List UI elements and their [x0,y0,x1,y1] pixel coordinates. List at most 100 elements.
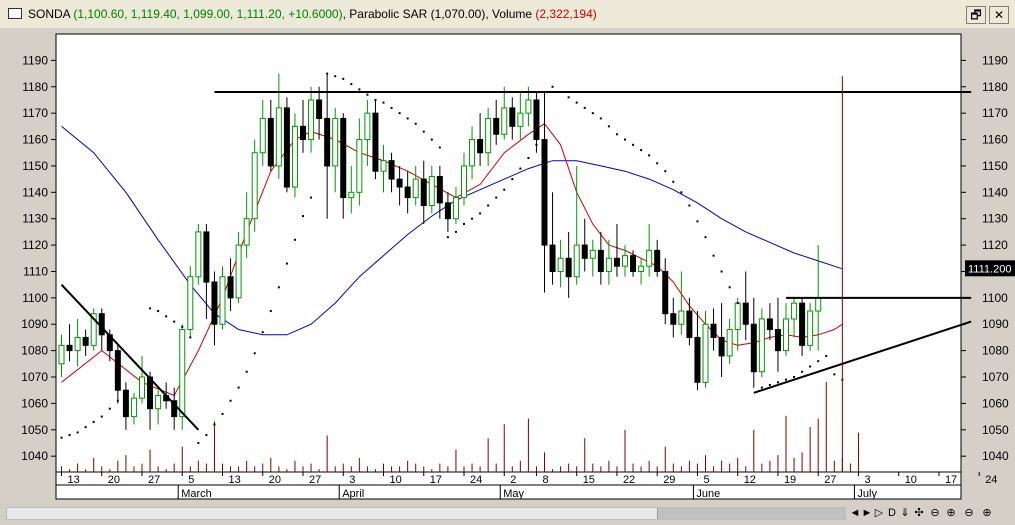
move-icon[interactable]: ✣ [914,507,924,519]
title-volume-value: (2,322,194) [535,7,597,21]
candle-body [638,265,645,272]
scroll-end-icon[interactable]: ▷ [874,507,884,519]
candle-body [396,178,403,188]
y-tick-label-left: 1140 [22,185,48,199]
y-tick-label-right: 1060 [982,396,1009,410]
candle-body [501,107,508,135]
sar-dot [809,365,812,368]
sar-dot [664,170,667,173]
restore-button[interactable]: 🗗 [966,6,986,24]
y-tick-label-right: 1080 [982,344,1009,358]
period-daily-button[interactable]: D [888,507,896,519]
sar-dot [607,125,610,128]
sar-dot [535,143,538,146]
month-label: July [857,488,877,500]
sar-dot [454,230,457,233]
candle-body [122,389,129,418]
sar-dot [615,133,618,136]
sar-dot [760,386,763,389]
sar-dot [92,420,95,423]
price-chart[interactable]: 1040 1040 1050 1050 1060 1060 1070 1070 1080 1080… [0,28,1015,503]
x-tick-label: 20 [269,474,281,486]
candle-body [573,244,580,278]
y-tick-label-right: 1130 [982,212,1008,226]
y-tick-label-left: 1050 [21,423,48,437]
sar-dot [672,180,675,183]
sar-dot [293,238,296,241]
sar-dot [833,373,836,376]
sar-dot [656,162,659,165]
zoom-in-x-icon[interactable]: ⊕ [946,507,956,519]
candle-body [203,231,210,283]
sar-dot [157,310,160,313]
sar-dot [793,376,796,379]
sar-dot [801,370,804,373]
y-tick-label-right: 1090 [982,317,1009,331]
sar-dot [406,117,409,120]
candle-body [291,125,298,188]
candle-body [509,107,516,127]
scroll-right-icon[interactable]: ► [861,507,873,519]
y-tick-label-right: 1180 [982,80,1008,94]
y-tick-label-left: 1130 [22,212,48,226]
x-tick-label: 10 [390,474,402,486]
sar-dot [471,217,474,220]
candle-body [750,323,757,373]
x-tick-label: 29 [663,474,675,486]
candle-body [783,318,789,352]
candle-body [589,249,596,259]
candle-body [147,376,154,410]
x-tick-label: 17 [430,474,442,486]
compress-icon[interactable]: ⇓ [900,507,910,519]
candle-body [283,107,290,188]
sar-dot [390,106,393,109]
x-tick-label: 13 [68,474,80,486]
scroll-left-icon[interactable]: ◄ [849,507,861,519]
candle-body [734,302,741,331]
zoom-out-x-icon[interactable]: ⊖ [930,507,940,519]
sar-dot [446,236,449,239]
candle-body [227,276,234,299]
candle-body [702,323,709,383]
sar-dot [463,222,465,225]
candle-body [66,344,73,352]
candle-body [219,276,226,325]
sma-long-line [61,125,843,336]
scrollbar-thumb[interactable] [657,508,846,519]
candle-body [718,336,725,357]
candle-body [74,336,81,352]
candle-body [565,257,572,278]
candle-body [235,244,242,299]
sar-dot [511,178,514,181]
candle-body [597,249,604,272]
title-volume-label: Volume [492,7,533,21]
candle-body [300,125,306,141]
candle-body [766,318,773,331]
candle-body [461,165,467,199]
month-label: May [503,488,524,500]
sar-dot [310,196,313,199]
sar-dot [776,381,779,384]
candle-body [452,197,459,220]
sar-dot [575,101,578,104]
x-tick-label: 19 [784,474,796,486]
sar-dot [76,431,79,434]
candle-body [324,117,331,167]
y-tick-label-left: 1120 [22,238,48,252]
zoom-in-y-icon[interactable]: ⊕ [982,507,992,519]
close-button[interactable]: ✕ [989,6,1009,24]
month-label: April [342,488,364,500]
y-tick-label-right: 1070 [982,370,1009,384]
sar-dot [124,391,127,394]
zoom-out-y-icon[interactable]: ⊖ [964,507,974,519]
sar-dot [108,407,111,410]
horizontal-scrollbar[interactable] [6,507,846,520]
candle-body [267,117,274,167]
y-tick-label-right: 1170 [982,106,1008,120]
candle-body [179,329,186,418]
sar-dot [479,212,482,215]
sar-dot [84,426,87,429]
sar-dot [374,98,377,101]
sar-dot [350,83,353,86]
sar-dot [334,75,337,78]
